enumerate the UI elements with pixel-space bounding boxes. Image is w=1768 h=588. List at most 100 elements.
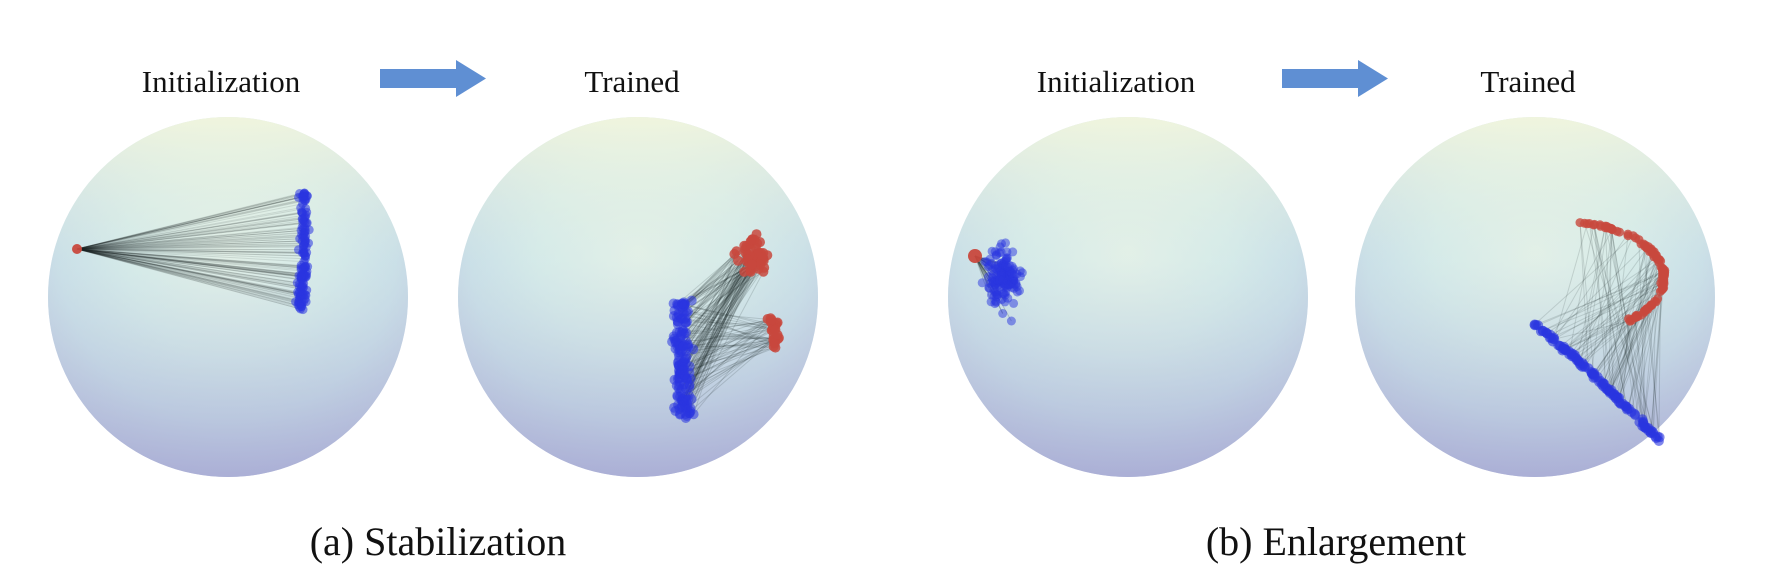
connection-line: [1550, 229, 1613, 339]
connection-line: [76, 234, 305, 250]
connection-line: [1554, 319, 1632, 340]
connection-line: [76, 244, 305, 250]
connection-line: [681, 260, 765, 408]
connection-line: [685, 254, 750, 323]
connection-line: [1562, 259, 1660, 351]
connection-line: [685, 261, 759, 389]
connection-line: [76, 248, 302, 305]
connection-line: [76, 196, 303, 250]
connection-line: [76, 248, 299, 306]
blue-point: [298, 199, 308, 209]
connection-line: [1588, 223, 1614, 396]
connection-line: [1554, 274, 1663, 340]
red-point: [729, 249, 740, 259]
connection-line: [76, 248, 303, 303]
connection-line: [76, 248, 306, 278]
connection-line: [76, 198, 307, 250]
connection-line: [682, 318, 776, 331]
connection-line: [76, 248, 301, 310]
connection-line: [1578, 235, 1634, 362]
panel-a-caption: (a) Stabilization: [310, 519, 567, 564]
blue-point: [1006, 316, 1016, 326]
connection-line: [686, 251, 737, 323]
connection-line: [1601, 315, 1638, 385]
blue-point: [1529, 320, 1540, 331]
connection-line: [76, 248, 302, 290]
blue-point: [977, 278, 987, 288]
panel-b: Initialization Trained (b) Enlargement: [948, 60, 1715, 564]
connection-line: [1540, 283, 1664, 332]
connection-line: [76, 246, 307, 250]
connection-line: [76, 248, 304, 263]
connection-line: [685, 338, 775, 379]
blue-point: [300, 294, 310, 304]
connection-line: [76, 199, 305, 250]
connection-line: [76, 248, 303, 254]
connection-line: [685, 266, 756, 352]
red-point: [1649, 252, 1659, 262]
arrow-right-icon: [1282, 60, 1388, 97]
connection-line: [688, 261, 757, 388]
connection-line: [1579, 222, 1589, 369]
connection-line: [76, 248, 301, 277]
connection-line: [683, 318, 768, 368]
blue-point: [686, 295, 697, 306]
connection-line: [687, 239, 753, 400]
connection-line: [685, 337, 779, 342]
red-point: [1656, 256, 1666, 266]
connection-line: [1571, 268, 1664, 356]
blue-point: [680, 353, 691, 364]
connection-line: [76, 248, 304, 281]
connection-line: [687, 334, 778, 408]
connection-line: [76, 248, 298, 293]
connection-line: [1628, 312, 1645, 409]
connection-line: [76, 248, 307, 291]
connection-line: [682, 337, 780, 403]
blue-point: [300, 262, 310, 272]
connection-line: [76, 229, 306, 250]
red-point: [1589, 220, 1599, 230]
connection-line: [685, 339, 776, 364]
connection-line: [1610, 319, 1632, 391]
connection-line: [76, 248, 306, 257]
red-point: [1653, 294, 1663, 304]
connection-line: [76, 248, 301, 297]
connection-line: [1553, 223, 1588, 340]
blue-point: [294, 287, 304, 297]
blue-point: [298, 241, 308, 251]
connection-line: [683, 264, 753, 334]
connection-line: [76, 231, 306, 250]
blue-point: [1558, 344, 1569, 354]
connection-line: [1579, 222, 1595, 375]
connection-line: [686, 261, 757, 404]
connection-line: [76, 248, 302, 269]
connection-line: [1584, 223, 1652, 433]
blue-point: [998, 309, 1008, 318]
connection-line: [1643, 243, 1660, 442]
red-point: [1600, 223, 1610, 233]
connection-line: [76, 248, 300, 299]
connection-line: [1610, 228, 1645, 428]
connection-line: [76, 240, 306, 250]
connection-line: [76, 248, 302, 266]
blue-point: [1615, 398, 1626, 409]
connection-line: [682, 329, 775, 340]
connection-line: [76, 248, 305, 255]
panel-a: Initialization Trained (a) Stabilization: [48, 60, 818, 564]
connection-line: [76, 221, 305, 250]
connection-line: [76, 207, 306, 250]
connection-line: [1609, 304, 1652, 392]
red-point: [1615, 227, 1624, 237]
connection-line: [76, 214, 306, 250]
connection-line: [681, 320, 771, 334]
connection-line: [678, 260, 765, 362]
red-point: [1657, 265, 1667, 275]
connection-line: [76, 248, 300, 293]
panel-b-left-title: Initialization: [1037, 64, 1196, 99]
connection-line: [1594, 224, 1628, 410]
blue-point: [677, 365, 688, 376]
connection-line: [76, 248, 306, 296]
connection-line: [76, 195, 304, 250]
connection-line: [76, 248, 302, 275]
connection-line: [1652, 257, 1657, 432]
